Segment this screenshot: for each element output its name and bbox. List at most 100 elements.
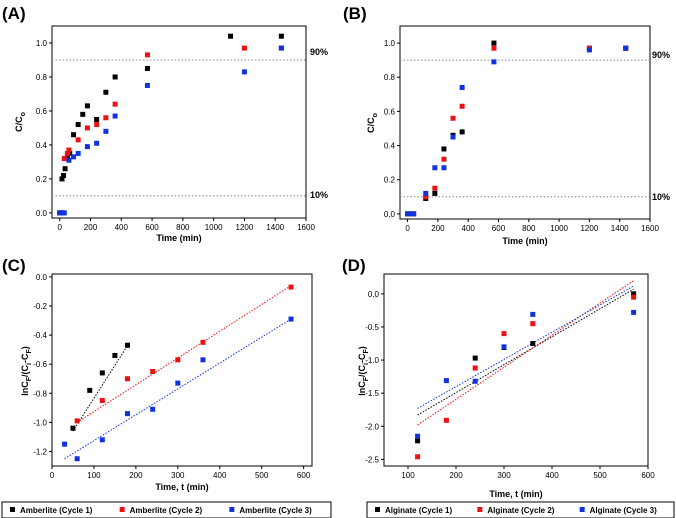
x-tick-label: 1600	[641, 224, 659, 233]
data-point	[472, 378, 478, 384]
x-tick-label: 400	[545, 471, 559, 480]
data-point	[472, 365, 478, 371]
panel-a-90-label: 90%	[310, 47, 328, 57]
x-tick-label: 300	[497, 471, 511, 480]
data-point	[175, 357, 181, 363]
x-tick-label: 600	[641, 471, 655, 480]
data-point	[99, 437, 105, 443]
data-point	[459, 129, 465, 135]
x-tick-label: 0	[57, 223, 62, 232]
legend-label: Alginate (Cycle 2)	[487, 506, 554, 515]
data-point	[411, 211, 417, 217]
data-point	[71, 132, 77, 138]
legend-label: Amberlite (Cycle 2)	[130, 506, 203, 515]
x-tick-label: 1400	[266, 223, 284, 232]
panel-d-plot: 100 200 300 400 500 600 0.0 -0.5 -1.0 -1.5 -2.0 -2.…	[365, 280, 655, 480]
data-point	[631, 294, 637, 300]
fit-line	[72, 342, 131, 432]
panel-b-ylabel: C/Co	[366, 113, 379, 133]
x-tick-label: 600	[492, 224, 506, 233]
data-point	[124, 411, 130, 417]
panel-d-legend-items: Alginate (Cycle 1) Alginate (Cycle 2) Algi…	[375, 506, 657, 515]
panel-d-legend	[366, 501, 675, 518]
data-point	[288, 284, 294, 290]
data-point	[623, 45, 629, 51]
data-point	[441, 146, 447, 152]
x-tick-label: 200	[84, 223, 98, 232]
panel-a-label: (A)	[2, 4, 26, 23]
y-tick-label: -2.5	[365, 455, 379, 464]
legend-marker	[119, 507, 125, 512]
data-point	[241, 45, 247, 51]
x-tick-label: 400	[462, 224, 476, 233]
x-tick-label: 400	[115, 223, 129, 232]
data-point	[70, 425, 76, 431]
data-point	[99, 398, 105, 404]
y-tick-label: 0.0	[368, 290, 380, 299]
panel-b-plot: 0 200 400 600 800 1000 1200 1400 1600 0.0 0.2 0.4 0.…	[384, 39, 660, 233]
legend-marker	[579, 507, 585, 512]
data-point	[405, 211, 411, 217]
y-tick-label: -1.0	[365, 356, 379, 365]
data-point	[450, 134, 456, 140]
y-tick-label: -0.8	[33, 389, 47, 398]
data-point	[441, 165, 447, 171]
y-tick-label: -2.0	[365, 422, 379, 431]
data-point	[64, 154, 70, 160]
data-point	[103, 89, 109, 95]
data-point	[443, 378, 449, 384]
y-tick-label: 0.0	[36, 273, 48, 282]
x-tick-label: 0	[405, 224, 410, 233]
legend-label: Alginate (Cycle 1)	[385, 506, 452, 515]
panel-a-plot: 0 200 400 600 800 1000 1200 1400 1600 0.0 0.2 0.4 0.…	[36, 33, 315, 232]
data-point	[75, 137, 81, 143]
y-tick-label: -1.2	[33, 447, 47, 456]
panel-a-frame	[51, 25, 307, 219]
y-tick-label: 0.2	[36, 175, 48, 184]
x-tick-label: 400	[213, 471, 227, 480]
y-tick-label: -0.4	[33, 331, 47, 340]
x-tick-label: 800	[176, 223, 190, 232]
data-point	[80, 111, 86, 117]
data-point	[288, 316, 294, 322]
y-tick-label: -0.6	[33, 360, 47, 369]
y-tick-label: 1.0	[36, 39, 48, 48]
data-point	[472, 355, 478, 361]
panel-a-10-label: 10%	[310, 190, 328, 200]
data-point	[144, 65, 150, 71]
data-point	[150, 368, 156, 374]
data-point	[408, 211, 414, 217]
panel-d: (D) 100 200 300 400 500 600 0.0 -0.5 -1.0 -1.5 -2.…	[342, 256, 675, 518]
y-tick-label: 0.2	[384, 176, 396, 185]
data-point	[415, 433, 421, 439]
data-point	[144, 52, 150, 58]
data-point	[75, 150, 81, 156]
data-point	[87, 387, 93, 393]
data-point	[144, 82, 150, 88]
x-tick-label: 1200	[236, 223, 254, 232]
panel-c-ylabel: lnCF/(Ci-CF)	[20, 346, 33, 396]
panel-d-xlabel: Time, t (min)	[489, 489, 542, 499]
fit-line	[417, 280, 634, 426]
panel-c-legend-items: Amberlite (Cycle 1) Amberlite (Cycle 2) Am…	[10, 506, 312, 515]
data-point	[228, 33, 234, 39]
y-tick-label: -0.5	[365, 323, 379, 332]
data-point	[200, 339, 206, 345]
x-tick-label: 600	[145, 223, 159, 232]
data-point	[432, 185, 438, 191]
data-point	[278, 33, 284, 39]
data-point	[57, 210, 63, 216]
legend-label: Alginate (Cycle 3)	[590, 506, 657, 515]
data-point	[241, 69, 247, 75]
panel-c-xlabel: Time, t (min)	[155, 482, 208, 492]
data-point	[74, 418, 80, 424]
data-point	[61, 173, 67, 179]
data-point	[491, 40, 497, 46]
data-point	[84, 125, 90, 131]
data-point	[64, 150, 70, 156]
data-point	[112, 352, 118, 358]
data-point	[124, 376, 130, 382]
data-point	[74, 456, 80, 462]
legend-marker	[477, 507, 483, 512]
y-tick-label: 0.0	[36, 209, 48, 218]
